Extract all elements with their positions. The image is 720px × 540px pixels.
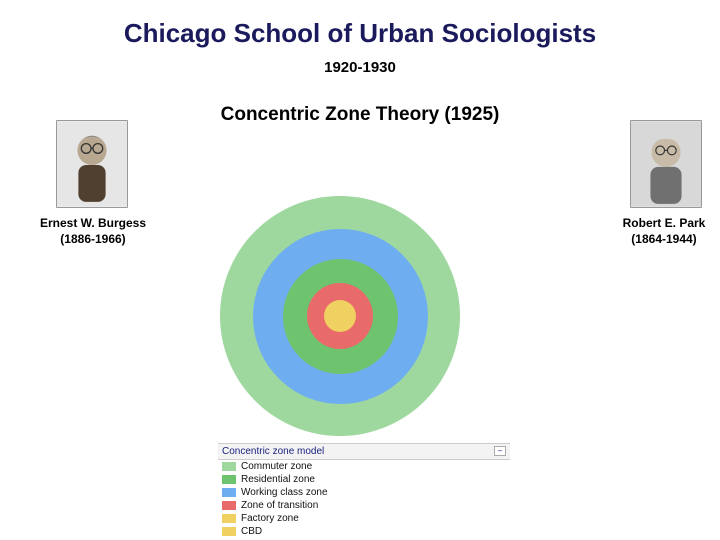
legend-label: Zone of transition <box>241 500 318 511</box>
legend-label: CBD <box>241 526 262 537</box>
legend-label: Residential zone <box>241 474 315 485</box>
concentric-zone-diagram <box>220 196 460 436</box>
caption-name: Ernest W. Burgess <box>40 216 146 230</box>
page-title: Chicago School of Urban Sociologists <box>0 0 720 49</box>
caption-lifespan: (1886-1966) <box>60 232 125 246</box>
legend-label: Commuter zone <box>241 461 312 472</box>
caption-lifespan: (1864-1944) <box>631 232 696 246</box>
caption-park: Robert E. Park (1864-1944) <box>614 216 714 247</box>
legend-label: Working class zone <box>241 487 328 498</box>
portrait-park <box>630 120 702 208</box>
caption-name: Robert E. Park <box>623 216 706 230</box>
legend-title-bar: Concentric zone model – <box>218 443 510 460</box>
legend-swatch <box>222 475 236 484</box>
caption-burgess: Ernest W. Burgess (1886-1966) <box>38 216 148 247</box>
legend-title-text: Concentric zone model <box>222 446 324 457</box>
zone-ring <box>324 300 356 332</box>
legend-row: Working class zone <box>218 486 510 499</box>
legend-swatch <box>222 501 236 510</box>
legend-swatch <box>222 527 236 536</box>
legend-row: Residential zone <box>218 473 510 486</box>
legend-row: Factory zone <box>218 512 510 525</box>
legend-rows: Commuter zone Residential zone Working cla… <box>218 460 510 538</box>
legend-swatch <box>222 462 236 471</box>
legend-swatch <box>222 488 236 497</box>
legend-swatch <box>222 514 236 523</box>
legend-label: Factory zone <box>241 513 299 524</box>
legend-row: Zone of transition <box>218 499 510 512</box>
legend-row: CBD <box>218 525 510 538</box>
legend-row: Commuter zone <box>218 460 510 473</box>
legend: Concentric zone model – Commuter zone Res… <box>218 443 510 538</box>
portrait-burgess <box>56 120 128 208</box>
legend-collapse-icon[interactable]: – <box>494 446 506 456</box>
year-range: 1920-1930 <box>0 59 720 76</box>
